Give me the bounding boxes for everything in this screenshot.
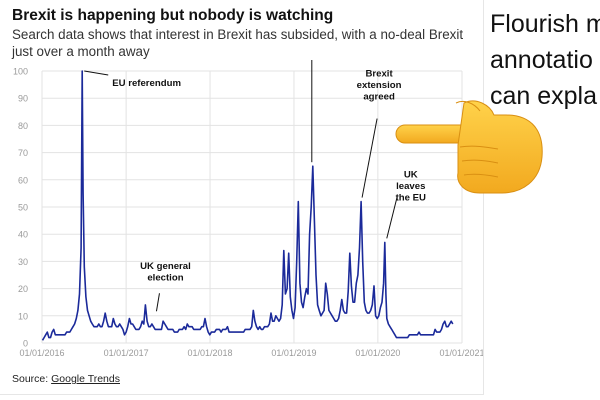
annotation-text: agreed (363, 92, 395, 103)
side-text-line: annotatio (490, 46, 593, 74)
y-tick-label: 0 (23, 339, 28, 349)
x-tick-label: 01/01/2017 (104, 348, 149, 358)
y-tick-label: 70 (18, 148, 28, 158)
annotation-protest-london: Protest inLondondemanding areferendum on… (311, 60, 313, 163)
side-annotation-text: Flourish m annotatio can expla (490, 6, 600, 114)
y-tick-label: 40 (18, 230, 28, 240)
annotation-connector (84, 70, 109, 76)
y-tick-label: 80 (18, 121, 28, 131)
y-tick-label: 60 (18, 175, 28, 185)
source-prefix: Source: (12, 373, 52, 385)
annotation-text: the EU (396, 192, 426, 203)
x-tick-label: 01/01/2016 (19, 348, 64, 358)
x-tick-label: 01/01/2018 (188, 348, 233, 358)
y-tick-label: 50 (18, 203, 28, 213)
chart-title: Brexit is happening but nobody is watchi… (12, 7, 334, 24)
series-line (41, 70, 454, 341)
y-tick-label: 30 (18, 257, 28, 267)
annotation-connector (361, 118, 378, 198)
annotation-connector (155, 293, 160, 312)
source-note: Source: Google Trends (12, 373, 120, 385)
y-tick-label: 10 (18, 311, 28, 321)
y-tick-label: 100 (13, 67, 28, 77)
series-layer (41, 70, 454, 341)
annotation-text: election (147, 273, 183, 284)
source-link[interactable]: Google Trends (51, 373, 120, 385)
x-tick-label: 01/01/2019 (271, 348, 316, 358)
side-text-line: can expla (490, 82, 598, 110)
x-tick-label: 01/01/2021 (439, 348, 483, 358)
annotation-text: UK (404, 169, 418, 180)
y-tick-label: 90 (18, 94, 28, 104)
annotation-text: Brexit (365, 69, 393, 80)
annotation-eu-referendum: EU referendum (84, 70, 181, 89)
side-text-line: Flourish m (490, 10, 600, 38)
y-axis-ticks: 0 10 20 30 40 50 60 70 80 90 100 (13, 67, 28, 349)
y-tick-label: 20 (18, 284, 28, 294)
pointing-right-hand-icon (394, 95, 544, 200)
annotation-connector (386, 198, 398, 239)
annotation-text: extension (357, 80, 402, 91)
chart-subtitle: Search data shows that interest in Brexi… (12, 27, 464, 59)
annotation-text: EU referendum (112, 78, 181, 89)
annotation-text: UK general (140, 261, 191, 272)
x-axis-ticks: 01/01/2016 01/01/2017 01/01/2018 01/01/2019… (19, 348, 483, 358)
annotation-text: leaves (396, 181, 425, 192)
chart-card: Brexit is happening but nobody is watchi… (0, 0, 484, 395)
x-tick-label: 01/01/2020 (355, 348, 400, 358)
